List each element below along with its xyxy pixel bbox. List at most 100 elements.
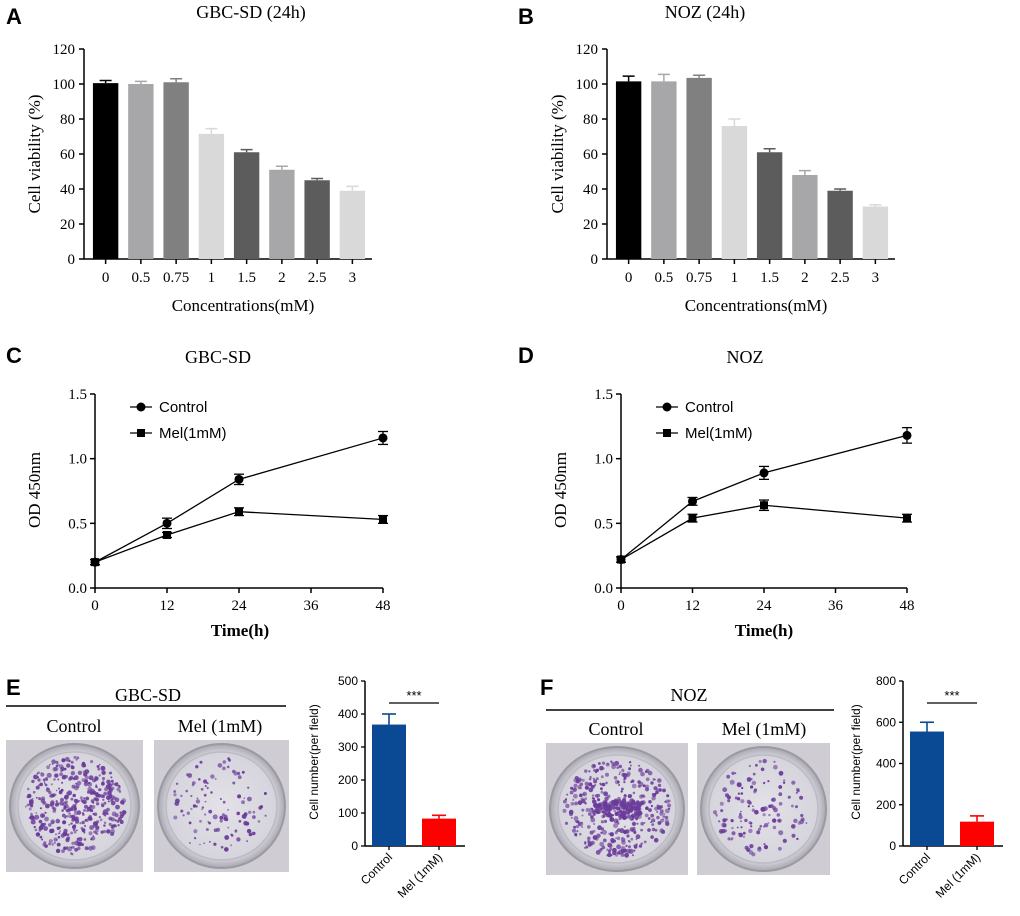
- plate-f-control-colony-dot: [592, 764, 596, 768]
- plate-f-control-colony-dot: [593, 823, 595, 825]
- plate-e-mel-colony-dot: [214, 778, 217, 780]
- plate-f-control-colony-dot: [650, 804, 654, 808]
- plate-e-control-colony-dot: [114, 783, 118, 786]
- plate-e-control-colony-dot: [92, 801, 95, 804]
- plate-e-control-colony-dot: [59, 830, 61, 832]
- plate-f-control-colony-dot: [599, 765, 604, 771]
- plate-f-control-dish-rim: [557, 754, 677, 864]
- plate-e-control-colony-dot: [34, 828, 38, 832]
- panel-b-xtick-label: 2: [801, 270, 809, 286]
- plate-e-mel-colony-dot: [190, 795, 193, 797]
- plate-f-control-colony-dot: [609, 817, 615, 822]
- plate-e-control-colony-dot: [48, 839, 53, 844]
- plate-f-mel-colony-dot: [727, 837, 731, 841]
- plate-f-control-colony-dot: [637, 784, 641, 788]
- panel-a-xtick-label: 2.5: [308, 270, 327, 286]
- plate-f-control-colony-dot: [615, 820, 619, 823]
- colony-plate-control-gbcsd: [6, 740, 143, 872]
- plate-f-control-colony-dot: [572, 799, 575, 801]
- plate-f-mel-colony-dot: [722, 787, 728, 793]
- panel-b-bar: [651, 81, 677, 259]
- plate-f-control-colony-dot: [607, 849, 612, 853]
- plate-f-control-colony-dot: [618, 784, 621, 786]
- colony-plate-mel-noz: [697, 743, 830, 875]
- plate-f-control-colony-dot: [563, 799, 567, 804]
- plate-f-control-colony-dot: [600, 787, 603, 791]
- plate-e-control-colony-dot: [39, 782, 43, 787]
- plate-f-mel-colony-dot: [742, 831, 746, 835]
- plate-f-control-colony-dot: [582, 791, 587, 797]
- plate-e-mel-colony-dot: [175, 782, 179, 785]
- plate-f-control-colony-dot: [579, 778, 582, 781]
- plate-f-control-colony-dot: [588, 777, 592, 781]
- plate-e-control-colony-dot: [88, 831, 93, 836]
- panel-a-xtick-label: 3: [349, 270, 357, 286]
- plate-e-control-colony-dot: [39, 820, 42, 823]
- plate-e-control-colony-dot: [58, 790, 63, 795]
- plate-f-control-colony-dot: [613, 806, 617, 810]
- plate-f-mel-colony-dot: [800, 813, 804, 818]
- plate-e-control-colony-dot: [84, 782, 87, 784]
- plate-e-control-colony-dot: [45, 787, 51, 793]
- plate-f-mel-colony-dot: [793, 818, 798, 823]
- plate-e-mel-dish-rim: [165, 751, 278, 861]
- plate-f-control-colony-dot: [631, 818, 634, 821]
- plate-f-control-colony-dot: [599, 841, 605, 847]
- plate-f-control-colony-dot: [614, 831, 618, 835]
- plate-e-mel-colony-dot: [248, 810, 252, 814]
- plate-e-control-colony-dot: [26, 803, 30, 807]
- plate-f-control-colony-dot: [592, 810, 597, 816]
- plate-f-control-colony-dot: [604, 805, 608, 808]
- plate-f-control-colony-dot: [577, 785, 582, 790]
- plate-f-control-colony-dot: [570, 802, 575, 806]
- plate-f-control-colony-dot: [602, 829, 607, 835]
- plate-e-control-colony-dot: [65, 757, 70, 762]
- plate-e-mel-colony-dot: [219, 819, 223, 823]
- panel-d-series-line-0: [620, 434, 908, 561]
- panel-d-point-mel: [903, 514, 911, 523]
- plate-f-control-colony-dot: [572, 828, 576, 833]
- plate-f-control-colony-dot: [574, 832, 578, 837]
- plate-f-control-colony-dot: [597, 825, 602, 831]
- plate-e-mel-colony-dot: [230, 844, 233, 847]
- plate-f-control-colony-dot: [630, 802, 633, 805]
- panel-e-image-label-mel: Mel (1mM): [178, 716, 263, 737]
- plate-f-control-colony-dot: [653, 837, 659, 843]
- plate-e-control-colony-dot: [66, 846, 68, 848]
- panel-c-xtick-label: 12: [160, 598, 175, 614]
- plate-e-mel-dish: [157, 743, 286, 869]
- plate-f-control-colony-dot: [625, 844, 628, 848]
- panel-f-ytick-label: 600: [876, 715, 896, 729]
- panel-b-bar: [862, 206, 889, 259]
- plate-f-control-colony-dot: [581, 808, 585, 812]
- plate-e-mel-colony-dot: [207, 820, 210, 823]
- plate-e-control-colony-dot: [71, 845, 75, 849]
- panel-d-point-control: [759, 468, 769, 478]
- plate-e-control-colony-dot: [56, 763, 60, 767]
- plate-e-control-colony-dot: [100, 830, 104, 834]
- plate-f-control-colony-dot: [564, 821, 569, 825]
- plate-f-control-colony-dot: [600, 820, 605, 824]
- plate-e-mel-colony-dot: [264, 814, 267, 817]
- plate-f-control-colony-dot: [621, 768, 625, 773]
- plate-e-control-colony-dot: [39, 835, 43, 839]
- plate-e-control-colony-dot: [100, 765, 106, 771]
- plate-f-control-colony-dot: [627, 800, 631, 804]
- plate-e-control-colony-dot: [64, 800, 69, 804]
- plate-e-control-colony-dot: [88, 775, 94, 781]
- plate-e-control-colony-dot: [110, 799, 114, 802]
- plate-f-control-colony-dot: [619, 771, 621, 773]
- plate-f-mel-colony-dot: [731, 831, 736, 836]
- plate-e-mel-colony-dot: [252, 815, 256, 819]
- plate-e-control-colony-dot: [44, 811, 47, 814]
- plate-e-mel-colony-dot: [203, 779, 208, 784]
- plate-e-control-colony-dot: [107, 793, 109, 796]
- panel-f-ytick-label: 0: [889, 839, 896, 853]
- plate-f-control-colony-dot: [584, 797, 588, 800]
- plate-e-mel-colony-dot: [173, 793, 177, 797]
- panel-a-xtick-label: 1.5: [237, 270, 256, 286]
- plate-e-control-colony-dot: [84, 819, 88, 822]
- plate-e-mel-colony-dot: [258, 806, 263, 810]
- plate-f-control-colony-dot: [605, 772, 609, 777]
- plate-e-control-colony-dot: [75, 758, 78, 761]
